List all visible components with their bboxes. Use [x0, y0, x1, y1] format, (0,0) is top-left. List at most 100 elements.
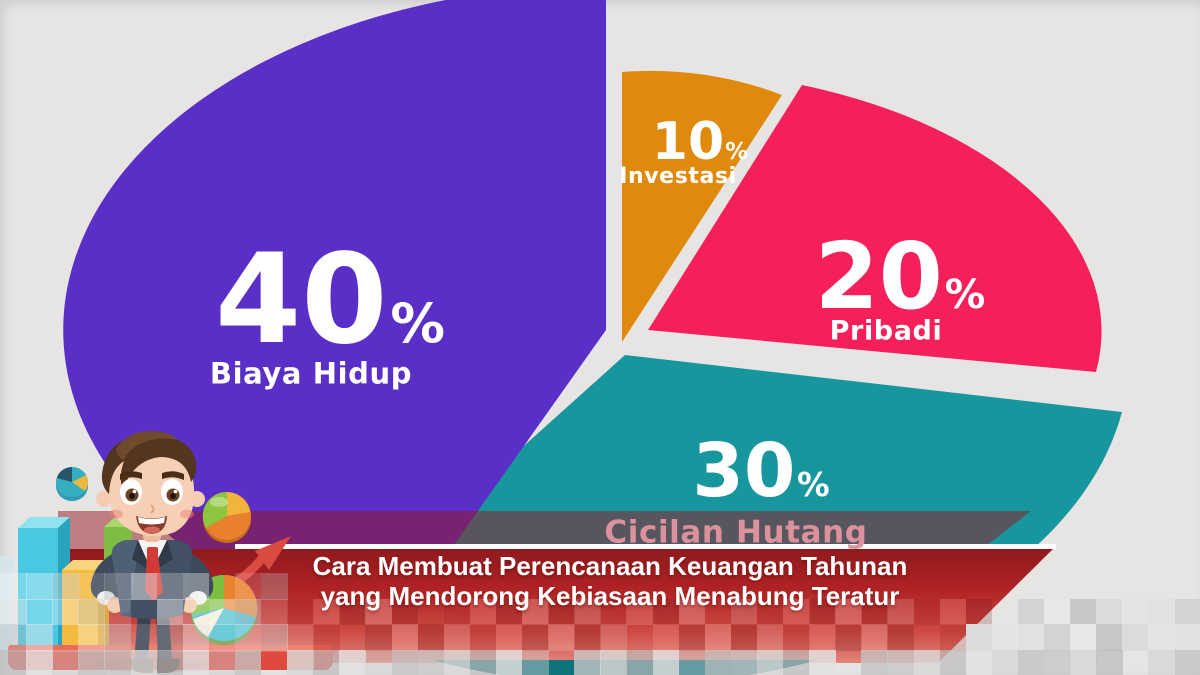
mosaic-tile [913, 649, 941, 675]
slice-value-investasi: 10% [651, 112, 749, 172]
mosaic-tile [0, 624, 27, 651]
mosaic-tile [522, 649, 549, 675]
mosaic-tile [26, 624, 53, 651]
mosaic-tile [469, 599, 497, 626]
mosaic-tile [574, 649, 601, 675]
mosaic-tile [104, 573, 131, 600]
mosaic-tile [1096, 649, 1123, 675]
slice-label-investasi: Investasi [619, 164, 737, 189]
mosaic-tile [182, 649, 210, 675]
mosaic-tile [0, 599, 27, 626]
mosaic-tile [261, 573, 288, 600]
mosaic-tile [548, 599, 575, 626]
mosaic-tile [26, 573, 53, 600]
mosaic-tile [417, 649, 445, 675]
mosaic-tile [809, 649, 836, 675]
mosaic-tile [600, 599, 627, 626]
mosaic-tile [391, 624, 419, 651]
mosaic-tile [548, 624, 575, 651]
mosaic-tile [678, 649, 706, 675]
mosaic-tile [652, 599, 680, 626]
mosaic-tile [495, 624, 523, 651]
mosaic-tile [626, 599, 653, 626]
mini-pie-icon [202, 491, 251, 543]
mosaic-tile [78, 624, 105, 651]
mosaic-tile [1096, 599, 1123, 626]
mosaic-tile [0, 649, 27, 675]
mosaic-tile [1070, 599, 1097, 626]
mosaic-tile [939, 624, 967, 651]
mosaic-tile [887, 599, 914, 626]
mosaic-tile [965, 649, 993, 675]
mosaic-tile [78, 649, 105, 675]
mosaic-tile [626, 649, 653, 675]
mosaic-tile [156, 624, 184, 651]
slice-value-biaya-hidup: 40% [215, 228, 445, 372]
mosaic-tile [287, 599, 314, 626]
mosaic-tile [887, 649, 914, 675]
pie-slice-pribadi [648, 85, 1102, 372]
mosaic-tile [1044, 649, 1071, 675]
mosaic-tile [104, 649, 131, 675]
mosaic-tile [1174, 599, 1200, 626]
mosaic-tile [1017, 599, 1045, 626]
mosaic-tile [104, 599, 131, 626]
mosaic-tile [52, 599, 79, 626]
mosaic-tile [809, 624, 836, 651]
mosaic-tile [783, 599, 810, 626]
mosaic-tile [600, 649, 627, 675]
slice-value-pribadi: 20% [814, 223, 986, 330]
mosaic-tile [469, 624, 497, 651]
mosaic-tile [783, 624, 810, 651]
mosaic-tile [130, 649, 158, 675]
pie-slice-biaya-hidup [63, 0, 606, 645]
mosaic-tile [234, 649, 262, 675]
mosaic-tile [156, 649, 184, 675]
mosaic-tile [365, 599, 392, 626]
mosaic-tile [443, 599, 471, 626]
pie-slice-investasi [622, 70, 782, 342]
mosaic-tile [495, 599, 523, 626]
mosaic-tile [1070, 624, 1097, 651]
mosaic-tile [939, 599, 967, 626]
mosaic-tile [78, 573, 105, 600]
title-ribbon [60, 549, 1053, 663]
mosaic-tile [443, 624, 471, 651]
mosaic-tile [1096, 624, 1123, 651]
mosaic-tile [730, 624, 758, 651]
mosaic-tile [469, 649, 497, 675]
mosaic-tile [756, 599, 784, 626]
mosaic-tile [208, 649, 236, 675]
mosaic-tile [704, 649, 732, 675]
mosaic-tile [730, 599, 758, 626]
mosaic-tile [1122, 599, 1149, 626]
mosaic-tile [339, 599, 366, 626]
mosaic-tile [600, 624, 627, 651]
slice-label-biaya-hidup: Biaya Hidup [209, 356, 413, 391]
mosaic-tile [756, 649, 784, 675]
mosaic-tile [287, 624, 314, 651]
mosaic-tile [26, 649, 53, 675]
mosaic-tile [965, 599, 993, 626]
mosaic-tile [835, 599, 862, 626]
mosaic-tile [182, 573, 210, 600]
mosaic-tile [756, 624, 784, 651]
mosaic-tile [234, 573, 262, 600]
mini-pie-icon [56, 467, 88, 501]
mosaic-tile [234, 599, 262, 626]
mosaic-tile [443, 649, 471, 675]
title-line-1: Cara Membuat Perencanaan Keuangan Tahuna… [312, 551, 908, 581]
mosaic-tile [156, 599, 184, 626]
mosaic-tile [234, 624, 262, 651]
label-band [58, 511, 1031, 549]
mosaic-tile [1044, 624, 1071, 651]
mosaic-tile [652, 624, 680, 651]
mosaic-tile [182, 599, 210, 626]
mosaic-tile [522, 624, 549, 651]
mosaic-tile [365, 624, 392, 651]
mosaic-tile [1070, 649, 1097, 675]
mosaic-tile [1017, 649, 1045, 675]
mosaic-tile [495, 649, 523, 675]
mosaic-tile [313, 624, 340, 651]
